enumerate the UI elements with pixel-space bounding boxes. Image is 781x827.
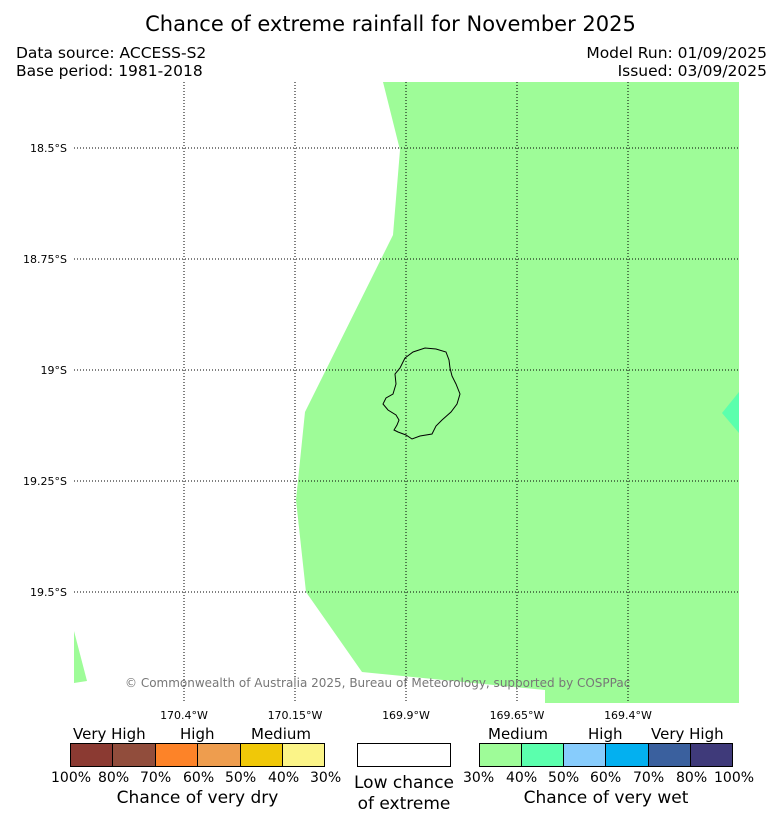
wet-category-label: Medium [488, 725, 548, 743]
dry-swatch [197, 743, 241, 767]
dry-swatch [240, 743, 283, 767]
base-period-text: Base period: 1981-2018 [16, 62, 203, 80]
wet-percent-label: 50% [548, 770, 580, 786]
data-source-text: Data source: ACCESS-S2 [16, 44, 207, 62]
dry-percent-label: 60% [183, 770, 215, 786]
high-wet-region [722, 392, 739, 433]
wet-caption: Chance of very wet [523, 788, 689, 808]
lon-label: 170.4°W [160, 709, 208, 722]
neutral-swatch [357, 743, 451, 767]
wet-swatch [648, 743, 691, 767]
lat-label: 19.25°S [23, 475, 67, 488]
wet-percent-label: 30% [463, 770, 495, 786]
lat-label: 19.5°S [30, 586, 67, 599]
lat-label: 18.5°S [30, 142, 67, 155]
wet-swatch [605, 743, 649, 767]
neutral-caption: Low chance of extreme [344, 773, 464, 815]
lat-label: 19°S [40, 364, 67, 377]
dry-percent-label: 70% [140, 770, 172, 786]
meta-left: Data source: ACCESS-S2 Base period: 1981… [16, 44, 206, 80]
wet-percent-label: 80% [676, 770, 708, 786]
wet-category-label: Very High [651, 725, 724, 743]
wet-percent-label: 100% [714, 770, 755, 786]
dry-category-label: Very High [73, 725, 146, 743]
copyright-text: © Commonwealth of Australia 2025, Bureau… [125, 676, 631, 690]
lon-label: 169.65°W [489, 709, 545, 722]
dry-category-label: Medium [251, 725, 311, 743]
neutral-caption-line2: of extreme [357, 794, 451, 814]
dry-percent-label: 40% [268, 770, 300, 786]
dry-swatch [155, 743, 198, 767]
wet-category-label: High [588, 725, 623, 743]
map-title: Chance of extreme rainfall for November … [145, 12, 636, 36]
dry-percent-label: 100% [51, 770, 92, 786]
dry-caption: Chance of very dry [116, 788, 279, 808]
wet-swatch [521, 743, 564, 767]
wet-percent-label: 40% [506, 770, 538, 786]
wet-percent-label: 60% [590, 770, 622, 786]
wet-swatch [563, 743, 606, 767]
island-coastline [382, 347, 461, 440]
dry-percent-label: 30% [310, 770, 342, 786]
lat-label: 18.75°S [23, 253, 67, 266]
wet-swatch [690, 743, 733, 767]
meta-right: Model Run: 01/09/2025 Issued: 03/09/2025 [586, 44, 767, 80]
neutral-caption-line1: Low chance [354, 773, 454, 793]
wet-percent-label: 70% [633, 770, 665, 786]
dry-percent-label: 50% [225, 770, 257, 786]
issued-text: Issued: 03/09/2025 [617, 62, 767, 80]
lon-label: 169.9°W [382, 709, 430, 722]
wet-swatch [479, 743, 522, 767]
dry-category-label: High [180, 725, 215, 743]
medium-wet-region-small [74, 631, 87, 683]
dry-swatch [112, 743, 156, 767]
dry-swatch [282, 743, 325, 767]
dry-percent-label: 80% [98, 770, 130, 786]
lon-label: 169.4°W [604, 709, 652, 722]
lon-label: 170.15°W [267, 709, 323, 722]
model-run-text: Model Run: 01/09/2025 [586, 44, 767, 62]
dry-swatch [70, 743, 113, 767]
